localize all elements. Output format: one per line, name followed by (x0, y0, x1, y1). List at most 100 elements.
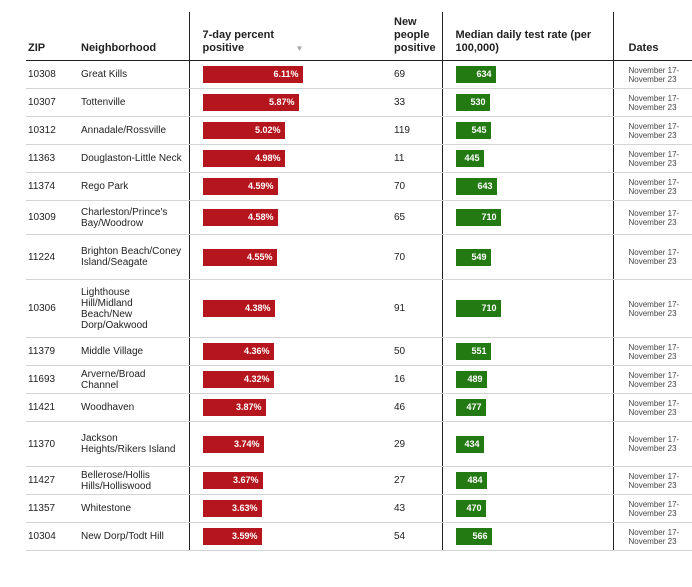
percent-positive-bar: 4.59% (202, 178, 278, 195)
test-rate-cell: 470 (441, 494, 613, 523)
neighborhood-cell: Arverne/Broad Channel (81, 365, 189, 394)
test-rate-bar: 484 (455, 472, 487, 489)
header-zip[interactable]: ZIP (26, 12, 81, 61)
sort-desc-arrow-icon[interactable]: ▼ (295, 44, 304, 53)
new-positive-cell: 70 (388, 172, 442, 201)
test-rate-bar: 643 (455, 178, 497, 195)
test-rate-label: 470 (466, 503, 482, 513)
header-neighborhood-label: Neighborhood (81, 42, 157, 54)
dates-cell: November 17-November 23 (612, 144, 692, 173)
test-rate-bar: 551 (455, 343, 491, 360)
table-row: 11224 Brighton Beach/Coney Island/Seagate… (26, 234, 692, 280)
test-rate-bar: 710 (455, 300, 501, 317)
table-row: 11421 Woodhaven 3.87% 46 477 November 17-Nove… (26, 393, 692, 422)
test-rate-cell: 634 (441, 60, 613, 89)
percent-positive-bar: 3.59% (202, 528, 262, 545)
percent-positive-bar: 4.38% (202, 300, 275, 317)
table-row: 11374 Rego Park 4.59% 70 643 November 17-Nove… (26, 172, 692, 201)
header-percent-positive[interactable]: 7-day percent positive ▼ (188, 12, 388, 61)
percent-positive-cell: 4.58% (188, 200, 388, 235)
zip-cell: 11379 (26, 337, 81, 366)
header-percent-positive-label: 7-day percent positive (202, 29, 275, 54)
percent-positive-cell: 4.32% (188, 365, 388, 394)
percent-positive-label: 5.87% (268, 97, 295, 107)
header-new-positive[interactable]: New people positive (388, 12, 442, 61)
zip-cell: 11427 (26, 466, 81, 495)
dates-cell: November 17-November 23 (612, 466, 692, 495)
table-row: 11427 Bellerose/Hollis Hills/Holliswood 3.… (26, 466, 692, 495)
test-rate-bar: 545 (455, 122, 491, 139)
neighborhood-cell: Lighthouse Hill/Midland Beach/New Dorp/O… (81, 279, 189, 338)
table-row: 10308 Great Kills 6.11% 69 634 November 17-No… (26, 60, 692, 89)
percent-positive-cell: 5.02% (188, 116, 388, 145)
percent-positive-bar: 3.74% (202, 435, 264, 453)
percent-positive-cell: 3.87% (188, 393, 388, 422)
header-zip-label: ZIP (28, 42, 46, 54)
test-rate-label: 551 (471, 346, 487, 356)
test-rate-label: 566 (472, 531, 488, 541)
dates-cell: November 17-November 23 (612, 494, 692, 523)
percent-positive-cell: 3.74% (188, 421, 388, 467)
neighborhood-cell: Middle Village (81, 337, 189, 366)
test-rate-label: 634 (476, 69, 492, 79)
test-rate-cell: 484 (441, 466, 613, 495)
test-rate-bar: 710 (455, 209, 501, 226)
new-positive-cell: 33 (388, 88, 442, 117)
percent-positive-cell: 3.63% (188, 494, 388, 523)
test-rate-cell: 551 (441, 337, 613, 366)
zip-cell: 11363 (26, 144, 81, 173)
dates-cell: November 17-November 23 (612, 88, 692, 117)
dates-cell: November 17-November 23 (612, 365, 692, 394)
dates-cell: November 17-November 23 (612, 172, 692, 201)
table-row: 11363 Douglaston-Little Neck 4.98% 11 445 Nov… (26, 144, 692, 173)
new-positive-cell: 16 (388, 365, 442, 394)
percent-positive-cell: 3.59% (188, 522, 388, 551)
header-neighborhood[interactable]: Neighborhood (81, 12, 189, 61)
dates-cell: November 17-November 23 (612, 200, 692, 235)
percent-positive-cell: 4.36% (188, 337, 388, 366)
table-row: 11379 Middle Village 4.36% 50 551 November 17… (26, 337, 692, 366)
percent-positive-cell: 4.98% (188, 144, 388, 173)
percent-positive-cell: 4.55% (188, 234, 388, 280)
header-dates[interactable]: Dates (612, 12, 692, 61)
percent-positive-bar: 5.87% (202, 94, 299, 111)
zip-cell: 11693 (26, 365, 81, 394)
percent-positive-label: 4.58% (247, 212, 274, 222)
test-rate-bar: 530 (455, 94, 490, 111)
neighborhood-cell: Woodhaven (81, 393, 189, 422)
new-positive-cell: 50 (388, 337, 442, 366)
test-rate-bar: 470 (455, 500, 486, 517)
test-rate-bar: 549 (455, 248, 491, 266)
zip-cell: 11374 (26, 172, 81, 201)
percent-positive-bar: 4.36% (202, 343, 274, 360)
table-row: 11357 Whitestone 3.63% 43 470 November 17-Nov… (26, 494, 692, 523)
percent-positive-bar: 3.67% (202, 472, 263, 489)
neighborhood-cell: Great Kills (81, 60, 189, 89)
zip-cell: 11370 (26, 421, 81, 467)
header-test-rate[interactable]: Median daily test rate (per 100,000) (441, 12, 613, 61)
test-rate-label: 643 (477, 181, 493, 191)
percent-positive-label: 3.74% (233, 438, 260, 449)
neighborhood-cell: Tottenville (81, 88, 189, 117)
table-row: 10309 Charleston/Prince's Bay/Woodrow 4.58… (26, 200, 692, 235)
test-rate-bar: 566 (455, 528, 492, 545)
test-rate-cell: 477 (441, 393, 613, 422)
neighborhood-cell: Douglaston-Little Neck (81, 144, 189, 173)
zip-cell: 10308 (26, 60, 81, 89)
new-positive-cell: 119 (388, 116, 442, 145)
percent-positive-bar: 4.98% (202, 150, 285, 167)
new-positive-cell: 70 (388, 234, 442, 280)
dates-cell: November 17-November 23 (612, 60, 692, 89)
test-rate-cell: 710 (441, 200, 613, 235)
percent-positive-cell: 3.67% (188, 466, 388, 495)
percent-positive-cell: 4.59% (188, 172, 388, 201)
neighborhood-cell: Charleston/Prince's Bay/Woodrow (81, 200, 189, 235)
dates-cell: November 17-November 23 (612, 116, 692, 145)
percent-positive-label: 4.32% (243, 374, 270, 384)
percent-positive-label: 3.59% (231, 531, 258, 541)
new-positive-cell: 29 (388, 421, 442, 467)
percent-positive-bar: 4.58% (202, 209, 278, 226)
test-rate-bar: 434 (455, 435, 484, 453)
percent-positive-label: 3.87% (235, 402, 262, 412)
percent-positive-bar: 4.55% (202, 248, 277, 266)
